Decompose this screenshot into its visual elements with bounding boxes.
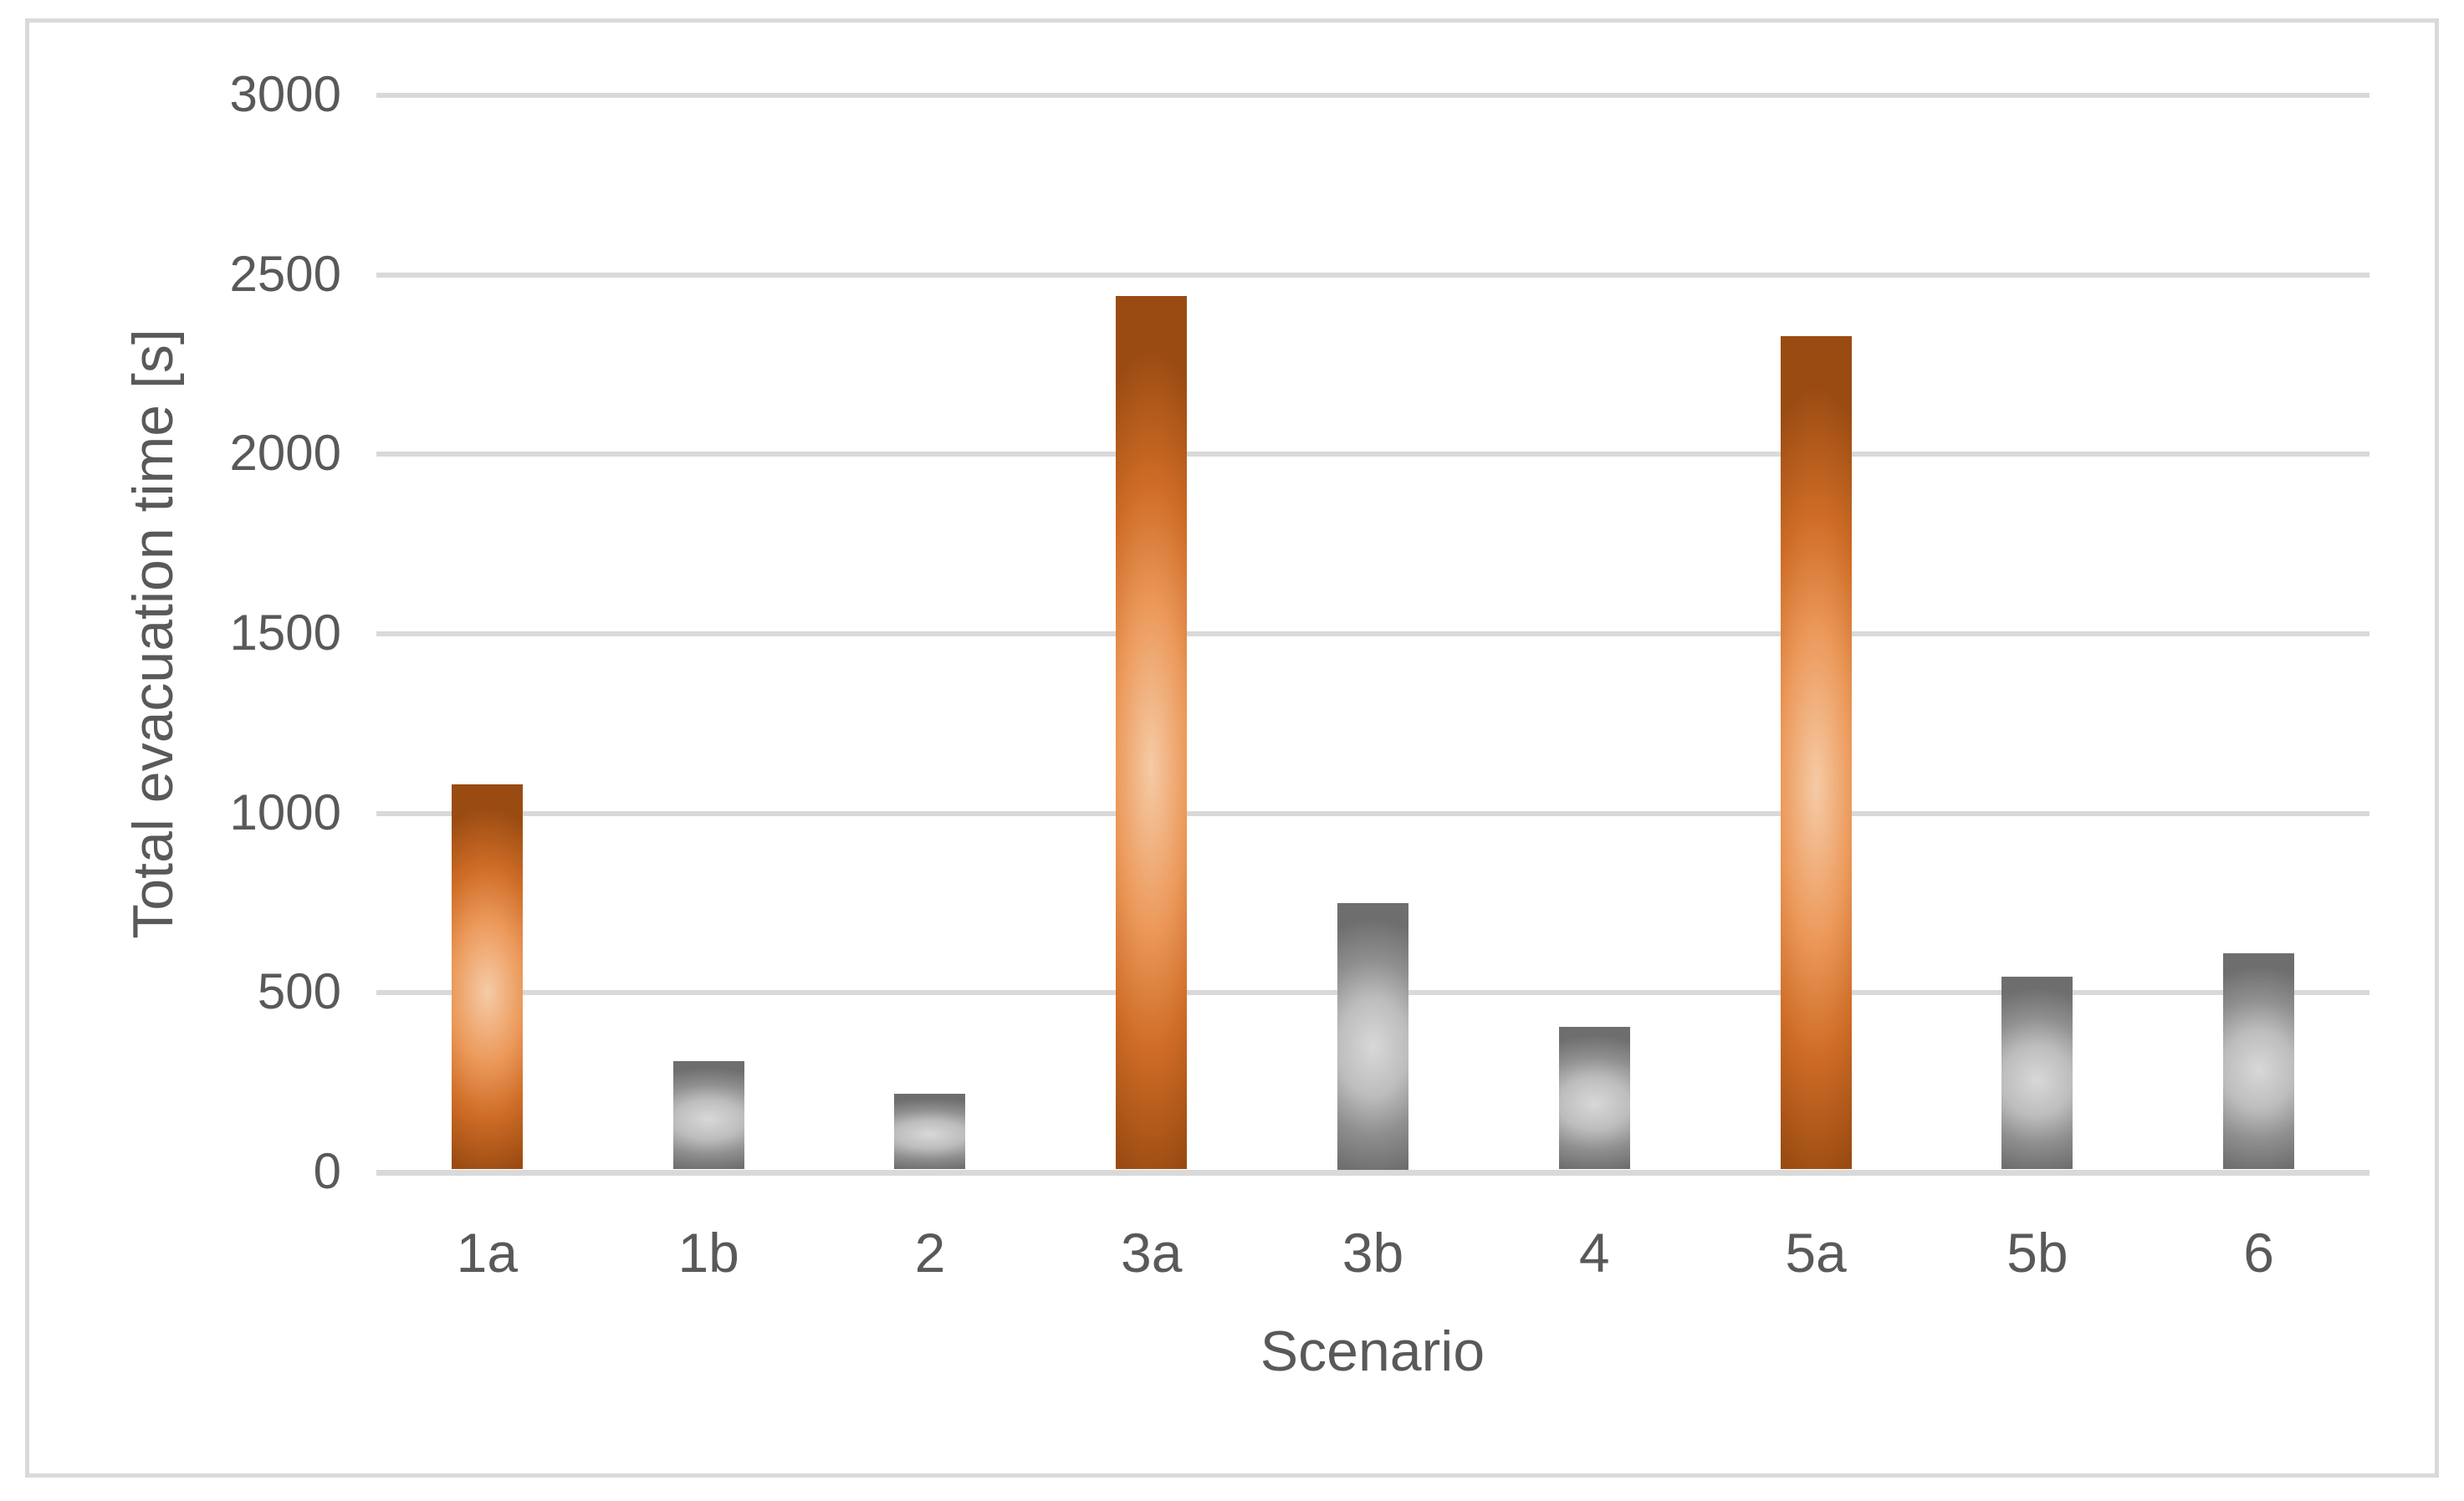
x-axis-title: Scenario xyxy=(1260,1320,1485,1383)
x-tick-label-1a: 1a xyxy=(456,1222,519,1284)
x-tick-label-3a: 3a xyxy=(1121,1222,1183,1284)
bar-6 xyxy=(2223,953,2295,1170)
y-tick-label-2000: 2000 xyxy=(229,425,341,482)
y-axis-title: Total evacuation time [s] xyxy=(121,329,185,939)
y-tick-label-0: 0 xyxy=(313,1143,341,1200)
bar-1b xyxy=(672,1060,744,1170)
bar-5b xyxy=(2001,977,2073,1170)
y-tick-label-1500: 1500 xyxy=(229,605,341,661)
bar-3b xyxy=(1337,903,1408,1170)
gridline-2500 xyxy=(376,272,2369,278)
bar-3a xyxy=(1116,296,1188,1170)
y-tick-label-500: 500 xyxy=(257,963,341,1020)
bar-5a xyxy=(1780,335,1852,1170)
x-tick-label-5b: 5b xyxy=(2006,1222,2068,1284)
y-tick-label-1000: 1000 xyxy=(229,784,341,840)
x-tick-label-3b: 3b xyxy=(1342,1222,1404,1284)
bar-4 xyxy=(1558,1027,1630,1170)
x-tick-label-1b: 1b xyxy=(677,1222,739,1284)
gridline-1000 xyxy=(376,810,2369,816)
gridline-3000 xyxy=(376,93,2369,98)
y-tick-label-2500: 2500 xyxy=(229,245,341,302)
gridline-2000 xyxy=(376,452,2369,457)
bar-2 xyxy=(894,1093,966,1170)
gridline-1500 xyxy=(376,631,2369,636)
category-axis-line xyxy=(376,1169,2369,1176)
y-tick-label-3000: 3000 xyxy=(229,66,341,123)
x-tick-label-4: 4 xyxy=(1578,1222,1610,1284)
bar-1a xyxy=(451,784,523,1170)
chart-border xyxy=(25,18,2439,1478)
x-tick-label-2: 2 xyxy=(914,1222,946,1284)
x-tick-label-5a: 5a xyxy=(1785,1222,1847,1284)
x-tick-label-6: 6 xyxy=(2243,1222,2274,1284)
